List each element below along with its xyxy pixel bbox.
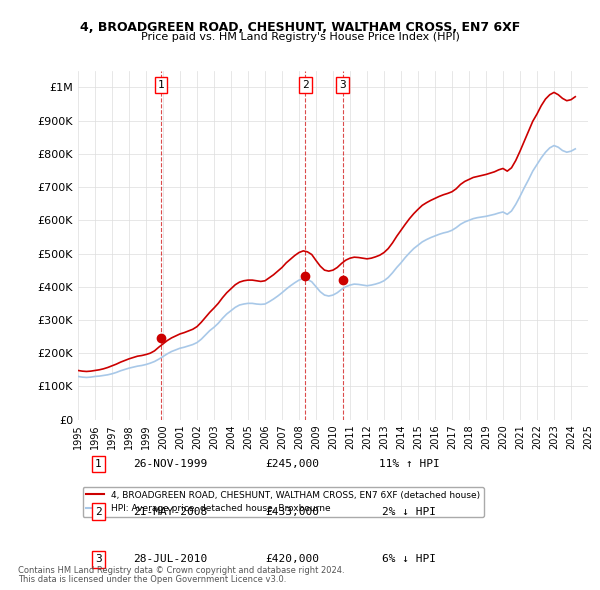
Text: £420,000: £420,000 [265, 554, 319, 564]
Text: 2: 2 [302, 80, 309, 90]
Text: 4, BROADGREEN ROAD, CHESHUNT, WALTHAM CROSS, EN7 6XF: 4, BROADGREEN ROAD, CHESHUNT, WALTHAM CR… [80, 21, 520, 34]
Text: £245,000: £245,000 [265, 459, 319, 469]
Text: 28-JUL-2010: 28-JUL-2010 [133, 554, 207, 564]
Text: 2% ↓ HPI: 2% ↓ HPI [383, 507, 437, 517]
Text: 1: 1 [95, 459, 102, 469]
Text: 3: 3 [95, 554, 102, 564]
Text: £433,000: £433,000 [265, 507, 319, 517]
Text: 1: 1 [158, 80, 164, 90]
Legend: 4, BROADGREEN ROAD, CHESHUNT, WALTHAM CROSS, EN7 6XF (detached house), HPI: Aver: 4, BROADGREEN ROAD, CHESHUNT, WALTHAM CR… [83, 487, 484, 517]
Text: 11% ↑ HPI: 11% ↑ HPI [379, 459, 440, 469]
Text: 6% ↓ HPI: 6% ↓ HPI [383, 554, 437, 564]
Text: Contains HM Land Registry data © Crown copyright and database right 2024.: Contains HM Land Registry data © Crown c… [18, 566, 344, 575]
Text: Price paid vs. HM Land Registry's House Price Index (HPI): Price paid vs. HM Land Registry's House … [140, 32, 460, 42]
Text: 26-NOV-1999: 26-NOV-1999 [133, 459, 207, 469]
Text: This data is licensed under the Open Government Licence v3.0.: This data is licensed under the Open Gov… [18, 575, 286, 584]
Text: 3: 3 [339, 80, 346, 90]
Text: 21-MAY-2008: 21-MAY-2008 [133, 507, 207, 517]
Text: 2: 2 [95, 507, 102, 517]
